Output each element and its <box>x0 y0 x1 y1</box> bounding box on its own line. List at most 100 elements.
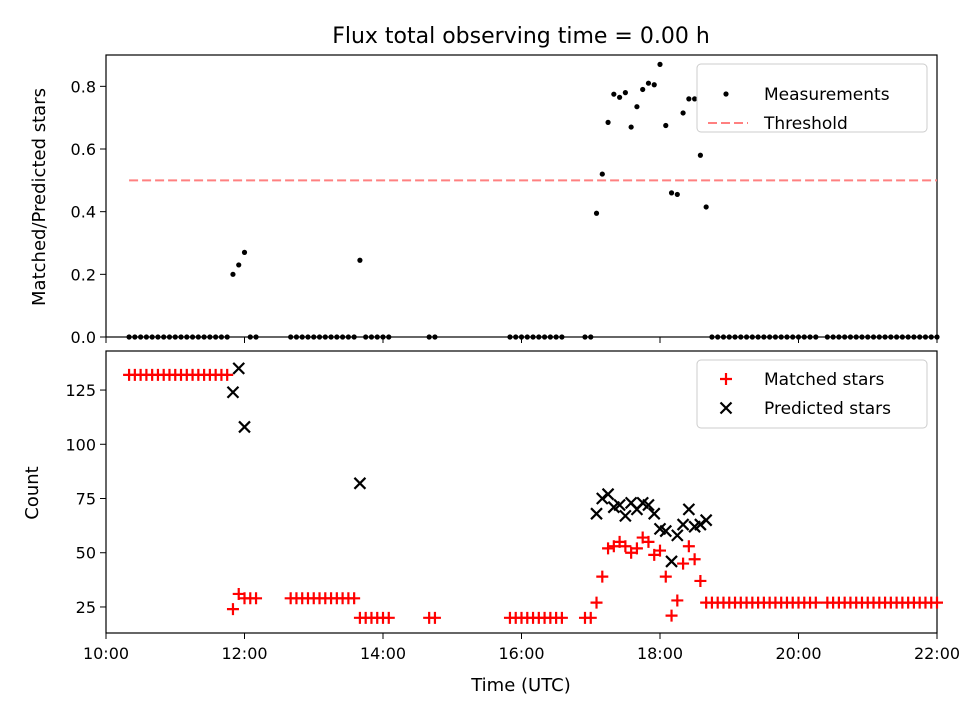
measurement-point <box>288 334 294 340</box>
predicted-star-point <box>647 507 661 520</box>
x-tick-label: 10:00 <box>83 644 129 663</box>
measurement-point <box>599 171 605 177</box>
measurement-point <box>547 334 553 340</box>
measurement-point <box>767 334 773 340</box>
legend-frame <box>696 63 928 133</box>
measurement-point <box>888 334 894 340</box>
measurement-point <box>663 122 669 129</box>
measurement-point <box>622 90 628 96</box>
predicted-star-point <box>590 507 603 520</box>
measurement-point <box>922 334 929 340</box>
matched-star-point <box>654 544 666 557</box>
measurement-point <box>553 334 559 340</box>
measurement-point <box>351 334 357 340</box>
predicted-star-point <box>619 509 632 523</box>
matched-star-point <box>619 540 632 553</box>
measurement-point <box>790 334 796 340</box>
measurement-point <box>853 334 859 340</box>
matched-star-point <box>221 368 234 381</box>
measurement-point <box>178 334 184 340</box>
matched-star-point <box>630 542 643 555</box>
measurement-point <box>743 334 750 340</box>
measurement-point <box>161 334 167 340</box>
x-tick-label: 16:00 <box>498 644 544 663</box>
measurement-point <box>138 334 144 340</box>
y-tick-label: 75 <box>76 490 96 509</box>
matched-star-point <box>642 535 655 548</box>
measurement-point <box>917 334 923 340</box>
measurement-point <box>894 334 900 340</box>
measurement-point <box>357 257 363 263</box>
y-tick-label: 100 <box>65 435 96 454</box>
measurement-point <box>634 104 640 110</box>
y-tick-label: 0.6 <box>71 140 96 159</box>
top-panel: 0.0 0.2 0.4 0.6 0.8 Measurements Threshold <box>71 54 940 347</box>
predicted-star-point <box>353 477 367 490</box>
measurement-point <box>749 334 755 340</box>
measurement-point <box>709 334 715 340</box>
measurement-point <box>189 334 196 340</box>
matched-star-point <box>555 611 568 624</box>
measurement-point <box>876 334 882 340</box>
measurement-point <box>778 334 784 340</box>
measurement-point <box>334 334 340 340</box>
legend-label: Threshold <box>763 114 848 134</box>
legend-label: Measurements <box>764 85 890 105</box>
predicted-star-point <box>699 513 713 527</box>
predicted-star-point <box>676 518 690 531</box>
measurement-point <box>807 334 813 340</box>
measurement-point <box>224 334 230 340</box>
measurement-point <box>726 334 732 340</box>
measurement-point <box>882 334 888 340</box>
measurement-point <box>680 110 686 116</box>
measurement-point <box>172 334 178 340</box>
measurement-point <box>126 334 132 340</box>
measurement-point <box>155 334 161 340</box>
measurement-point <box>513 334 519 340</box>
measurement-point <box>801 334 807 340</box>
measurement-point <box>236 262 242 268</box>
measurement-point <box>651 82 657 88</box>
measurement-point <box>703 204 709 210</box>
measurement-point <box>697 152 703 158</box>
measurement-point <box>795 334 802 340</box>
x-tick-label: 20:00 <box>775 644 821 663</box>
measurement-point <box>311 334 317 340</box>
matched-star-point <box>584 611 597 624</box>
measurement-point <box>507 334 513 340</box>
measurement-point <box>830 334 836 340</box>
measurement-point <box>617 94 623 100</box>
measurement-point <box>426 334 432 340</box>
measurement-point <box>293 334 300 340</box>
measurement-point <box>582 334 588 340</box>
predicted-star-point <box>226 385 240 399</box>
matched-star-point <box>665 609 678 622</box>
measurement-point <box>536 334 542 340</box>
chart-title: Flux total observing time = 0.00 h <box>332 24 710 49</box>
matched-star-point <box>677 557 690 570</box>
bottom-panel: 25 50 75 100 125 10:00 12:00 14:00 16:00 18:00 20:… <box>65 350 960 663</box>
matched-star-point <box>590 596 603 609</box>
measurement-point <box>432 334 438 340</box>
measurement-point <box>692 96 698 102</box>
matched-star-point <box>682 540 695 553</box>
predicted-star-point <box>613 498 626 512</box>
measurement-point <box>732 334 738 340</box>
y-tick-label: 0.8 <box>71 77 96 96</box>
legend: Matched stars Predicted stars <box>696 359 928 429</box>
matched-star-point <box>694 574 707 587</box>
measurement-point <box>588 334 594 340</box>
measurement-point <box>559 334 565 340</box>
predicted-star-point <box>642 498 655 512</box>
legend-frame <box>696 359 928 429</box>
predicted-star-point <box>232 362 246 375</box>
measurement-point <box>657 61 663 67</box>
predicted-star-point <box>238 420 251 434</box>
measurement-point <box>380 334 386 340</box>
measurement-point <box>305 334 311 340</box>
measurement-point <box>184 334 190 340</box>
top-y-axis-label: Matched/Predicted stars <box>29 88 50 306</box>
matched-star-point <box>931 596 943 609</box>
measurement-point <box>645 80 652 86</box>
